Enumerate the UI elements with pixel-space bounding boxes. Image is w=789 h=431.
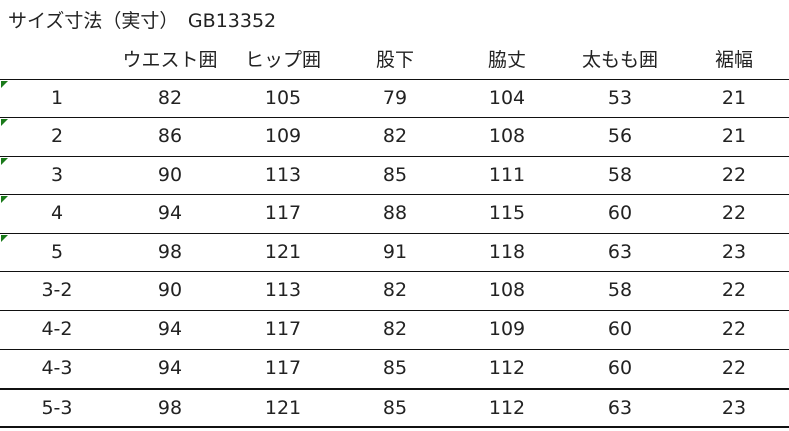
value-cell[interactable]: 112 [488,397,526,419]
value-cell[interactable]: 21 [721,87,747,109]
table-row: 1 82 105 79 104 53 21 [0,79,789,118]
table-row: 5-3 98 121 85 112 63 23 [0,388,789,428]
value-cell[interactable]: 113 [264,164,302,186]
value-cell[interactable]: 90 [157,279,183,301]
size-label-cell[interactable]: 4 [50,202,64,224]
value-cell[interactable]: 58 [607,164,633,186]
comment-flag-icon [1,196,8,203]
value-cell[interactable]: 117 [264,202,302,224]
header-row: ウエスト囲 ヒップ囲 股下 脇丈 太もも囲 裾幅 [0,45,789,71]
table-row: 2 86 109 82 108 56 21 [0,117,789,156]
table-row: 3-2 90 113 82 108 58 22 [0,271,789,310]
value-cell[interactable]: 121 [264,241,302,263]
value-cell[interactable]: 112 [488,357,526,379]
value-cell[interactable]: 22 [721,318,747,340]
value-cell[interactable]: 21 [721,125,747,147]
value-cell[interactable]: 108 [488,279,526,301]
table-row: 3 90 113 85 111 58 22 [0,156,789,195]
value-cell[interactable]: 90 [157,164,183,186]
value-cell[interactable]: 82 [157,87,183,109]
value-cell[interactable]: 109 [488,318,526,340]
column-header[interactable]: 股下 [375,49,414,71]
size-label-cell[interactable]: 1 [50,87,64,109]
value-cell[interactable]: 113 [264,279,302,301]
value-cell[interactable]: 86 [157,125,183,147]
value-cell[interactable]: 53 [607,87,633,109]
size-label-cell[interactable]: 4-2 [41,318,73,340]
value-cell[interactable]: 115 [488,202,526,224]
column-header[interactable]: ヒップ囲 [244,49,321,71]
value-cell[interactable]: 82 [382,125,408,147]
value-cell[interactable]: 85 [382,357,408,379]
value-cell[interactable]: 98 [157,397,183,419]
value-cell[interactable]: 118 [488,241,526,263]
value-cell[interactable]: 63 [607,241,633,263]
table-row: 4-3 94 117 85 112 60 22 [0,349,789,388]
size-label-cell[interactable]: 5-3 [41,397,73,419]
value-cell[interactable]: 94 [157,357,183,379]
value-cell[interactable]: 58 [607,279,633,301]
value-cell[interactable]: 85 [382,397,408,419]
column-header[interactable]: ウエスト囲 [122,49,218,71]
value-cell[interactable]: 104 [488,87,526,109]
value-cell[interactable]: 109 [264,125,302,147]
value-cell[interactable]: 23 [721,397,747,419]
value-cell[interactable]: 94 [157,202,183,224]
size-label-cell[interactable]: 2 [50,125,64,147]
table-row: 4 94 117 88 115 60 22 [0,194,789,233]
size-label-cell[interactable]: 3-2 [41,279,73,301]
value-cell[interactable]: 60 [607,357,633,379]
value-cell[interactable]: 121 [264,397,302,419]
comment-flag-icon [1,158,8,165]
value-cell[interactable]: 56 [607,125,633,147]
table-bottom-border [0,426,789,428]
value-cell[interactable]: 88 [382,202,408,224]
value-cell[interactable]: 63 [607,397,633,419]
column-header[interactable]: 裾幅 [714,49,753,71]
value-cell[interactable]: 82 [382,318,408,340]
value-cell[interactable]: 91 [382,241,408,263]
value-cell[interactable]: 22 [721,164,747,186]
value-cell[interactable]: 98 [157,241,183,263]
table-row: 4-2 94 117 82 109 60 22 [0,310,789,349]
value-cell[interactable]: 22 [721,202,747,224]
column-header[interactable]: 太もも囲 [581,49,658,71]
value-cell[interactable]: 108 [488,125,526,147]
column-header[interactable]: 脇丈 [487,49,526,71]
comment-flag-icon [1,81,8,88]
value-cell[interactable]: 111 [488,164,526,186]
comment-flag-icon [1,119,8,126]
size-label-cell[interactable]: 3 [50,164,64,186]
value-cell[interactable]: 117 [264,318,302,340]
value-cell[interactable]: 105 [264,87,302,109]
value-cell[interactable]: 85 [382,164,408,186]
value-cell[interactable]: 82 [382,279,408,301]
value-cell[interactable]: 117 [264,357,302,379]
value-cell[interactable]: 22 [721,279,747,301]
value-cell[interactable]: 60 [607,202,633,224]
value-cell[interactable]: 79 [382,87,408,109]
size-label-cell[interactable]: 5 [50,241,64,263]
table-row: 5 98 121 91 118 63 23 [0,233,789,272]
value-cell[interactable]: 23 [721,241,747,263]
value-cell[interactable]: 60 [607,318,633,340]
value-cell[interactable]: 94 [157,318,183,340]
sheet-title: サイズ寸法（実寸） GB13352 [8,10,277,32]
size-label-cell[interactable]: 4-3 [41,357,73,379]
value-cell[interactable]: 22 [721,357,747,379]
comment-flag-icon [1,235,8,242]
